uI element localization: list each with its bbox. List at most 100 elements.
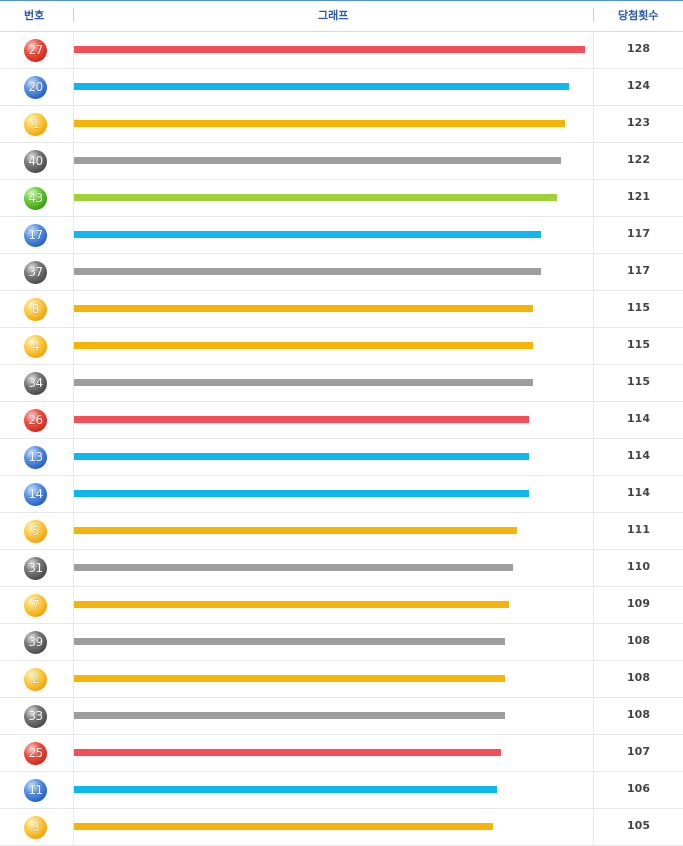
column-divider (593, 809, 594, 845)
win-count: 108 (627, 671, 650, 684)
column-divider (73, 587, 74, 623)
number-ball-icon: 31 (24, 557, 47, 580)
table-body: 27 128 20 124 1 123 40 122 43 121 17 117 37 117 8 115 4 1… (0, 32, 683, 846)
frequency-bar (74, 268, 541, 275)
win-count: 105 (627, 819, 650, 832)
number-ball-icon: 37 (24, 261, 47, 284)
table-row: 7 109 (0, 587, 683, 624)
win-count: 111 (627, 523, 650, 536)
number-ball-icon: 26 (24, 409, 47, 432)
column-divider (73, 439, 74, 475)
win-count: 128 (627, 42, 650, 55)
column-divider (593, 661, 594, 697)
column-divider (593, 513, 594, 549)
win-count: 115 (627, 301, 650, 314)
frequency-bar (74, 786, 497, 793)
win-count: 106 (627, 782, 650, 795)
win-count: 115 (627, 375, 650, 388)
column-divider (73, 291, 74, 327)
column-divider (73, 254, 74, 290)
win-count: 109 (627, 597, 650, 610)
column-divider (593, 550, 594, 586)
ball-number: 4 (31, 339, 40, 353)
ball-number: 13 (28, 450, 43, 464)
column-divider (73, 180, 74, 216)
column-divider (73, 661, 74, 697)
ball-number: 2 (31, 672, 40, 686)
ball-number: 5 (31, 524, 40, 538)
column-divider (593, 143, 594, 179)
number-ball-icon: 34 (24, 372, 47, 395)
number-ball-icon: 40 (24, 150, 47, 173)
column-divider (73, 772, 74, 808)
number-ball-icon: 5 (24, 520, 47, 543)
ball-number: 17 (28, 228, 43, 242)
table-row: 4 115 (0, 328, 683, 365)
ball-number: 27 (28, 43, 43, 57)
column-divider (73, 32, 74, 68)
table-row: 34 115 (0, 365, 683, 402)
column-divider (73, 624, 74, 660)
ball-number: 34 (28, 376, 43, 390)
header-graph: 그래프 (318, 9, 349, 22)
win-count: 114 (627, 449, 650, 462)
number-ball-icon: 7 (24, 594, 47, 617)
column-divider (73, 217, 74, 253)
column-divider (73, 365, 74, 401)
win-count: 108 (627, 634, 650, 647)
frequency-bar (74, 638, 505, 645)
column-divider (593, 476, 594, 512)
number-ball-icon: 14 (24, 483, 47, 506)
frequency-bar (74, 46, 585, 53)
table-row: 43 121 (0, 180, 683, 217)
frequency-bar (74, 120, 565, 127)
column-divider (593, 291, 594, 327)
frequency-bar (74, 527, 517, 534)
table-row: 1 123 (0, 106, 683, 143)
column-divider (593, 106, 594, 142)
column-divider (73, 143, 74, 179)
ball-number: 7 (31, 598, 40, 612)
column-divider (593, 217, 594, 253)
table-row: 11 106 (0, 772, 683, 809)
frequency-bar (74, 83, 569, 90)
header-number: 번호 (24, 9, 45, 22)
number-ball-icon: 4 (24, 335, 47, 358)
column-divider (73, 328, 74, 364)
frequency-bar (74, 712, 505, 719)
number-ball-icon: 33 (24, 705, 47, 728)
table-row: 40 122 (0, 143, 683, 180)
win-count: 107 (627, 745, 650, 758)
number-ball-icon: 2 (24, 668, 47, 691)
number-ball-icon: 13 (24, 446, 47, 469)
table-row: 25 107 (0, 735, 683, 772)
table-row: 3 105 (0, 809, 683, 846)
column-divider (593, 69, 594, 105)
number-ball-icon: 1 (24, 113, 47, 136)
column-divider (73, 698, 74, 734)
frequency-bar (74, 749, 501, 756)
frequency-bar (74, 194, 557, 201)
column-divider (73, 513, 74, 549)
ball-number: 20 (28, 80, 43, 94)
win-count: 122 (627, 153, 650, 166)
win-count: 117 (627, 264, 650, 277)
column-divider (593, 254, 594, 290)
frequency-bar (74, 305, 533, 312)
frequency-bar (74, 564, 513, 571)
table-row: 17 117 (0, 217, 683, 254)
column-divider (593, 328, 594, 364)
ball-number: 37 (28, 265, 43, 279)
column-divider (73, 550, 74, 586)
number-ball-icon: 8 (24, 298, 47, 321)
table-row: 33 108 (0, 698, 683, 735)
header-divider (73, 8, 74, 22)
win-count: 124 (627, 79, 650, 92)
win-count: 110 (627, 560, 650, 573)
header-count: 당첨횟수 (618, 9, 659, 22)
table-row: 39 108 (0, 624, 683, 661)
column-divider (593, 698, 594, 734)
table-row: 13 114 (0, 439, 683, 476)
table-row: 14 114 (0, 476, 683, 513)
